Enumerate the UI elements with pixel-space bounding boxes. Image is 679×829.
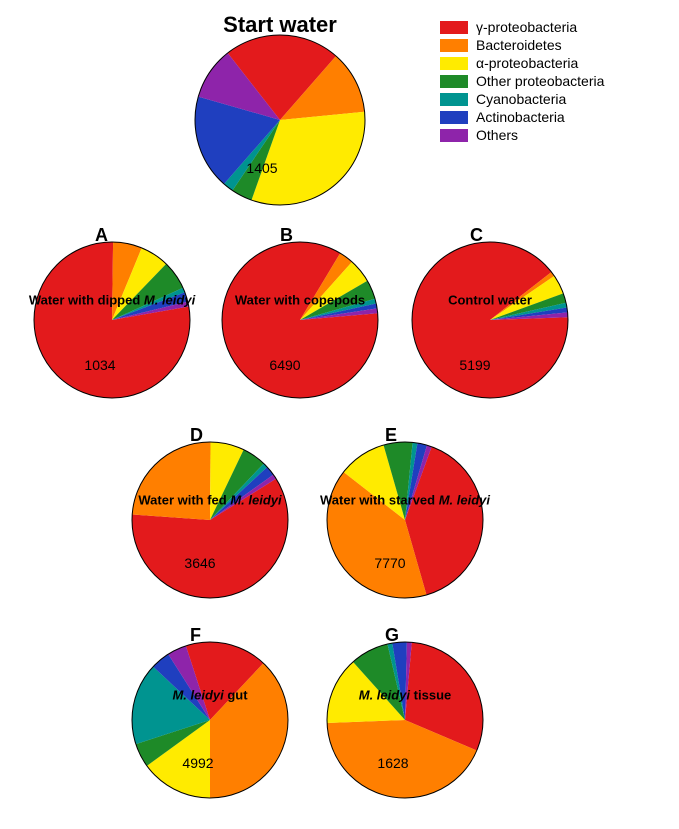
pie-count: 3646 <box>184 555 215 571</box>
figure-canvas: γ-proteobacteria Bacteroidetes α-proteobac… <box>0 0 679 829</box>
legend-swatch <box>440 21 468 34</box>
pie-letter: D <box>190 425 203 446</box>
legend-item: α-proteobacteria <box>440 54 604 72</box>
legend-swatch <box>440 93 468 106</box>
legend-item: γ-proteobacteria <box>440 18 604 36</box>
pie-letter: E <box>385 425 397 446</box>
pie-inner-label: Water with copepods <box>235 293 365 308</box>
legend-label: Other proteobacteria <box>476 73 604 89</box>
pie-letter: A <box>95 225 108 246</box>
pie-letter: F <box>190 625 201 646</box>
pie-inner-label: M. leidyi tissue <box>359 688 451 703</box>
pie-title: Start water <box>223 12 337 38</box>
pie-chart-A <box>32 240 192 400</box>
pie-chart-G <box>325 640 485 800</box>
pie-inner-label: M. leidyi gut <box>172 688 247 703</box>
legend-label: γ-proteobacteria <box>476 19 577 35</box>
legend-swatch <box>440 39 468 52</box>
legend-item: Other proteobacteria <box>440 72 604 90</box>
pie-chart-C <box>410 240 570 400</box>
pie-inner-label: Water with dipped M. leidyi <box>29 293 195 308</box>
pie-inner-label: Control water <box>448 293 532 308</box>
legend: γ-proteobacteria Bacteroidetes α-proteobac… <box>440 18 604 144</box>
legend-label: Actinobacteria <box>476 109 565 125</box>
legend-label: Others <box>476 127 518 143</box>
pie-count: 1405 <box>246 160 277 176</box>
pie-count: 7770 <box>374 555 405 571</box>
pie-count: 4992 <box>182 755 213 771</box>
legend-swatch <box>440 75 468 88</box>
pie-count: 6490 <box>269 357 300 373</box>
legend-label: Cyanobacteria <box>476 91 566 107</box>
pie-inner-label: Water with starved M. leidyi <box>320 493 490 508</box>
legend-swatch <box>440 57 468 70</box>
legend-item: Cyanobacteria <box>440 90 604 108</box>
legend-item: Actinobacteria <box>440 108 604 126</box>
pie-inner-label: Water with fed M. leidyi <box>138 493 281 508</box>
pie-chart-B <box>220 240 380 400</box>
legend-label: α-proteobacteria <box>476 55 578 71</box>
pie-chart-E <box>325 440 485 600</box>
pie-chart-F <box>130 640 290 800</box>
legend-swatch <box>440 129 468 142</box>
pie-count: 1628 <box>377 755 408 771</box>
legend-label: Bacteroidetes <box>476 37 562 53</box>
legend-item: Others <box>440 126 604 144</box>
pie-count: 1034 <box>84 357 115 373</box>
pie-chart-D <box>130 440 290 600</box>
pie-letter: B <box>280 225 293 246</box>
pie-letter: C <box>470 225 483 246</box>
pie-slice-bactero <box>132 442 210 520</box>
pie-count: 5199 <box>459 357 490 373</box>
legend-item: Bacteroidetes <box>440 36 604 54</box>
pie-letter: G <box>385 625 399 646</box>
pie-chart-start <box>193 33 367 207</box>
legend-swatch <box>440 111 468 124</box>
